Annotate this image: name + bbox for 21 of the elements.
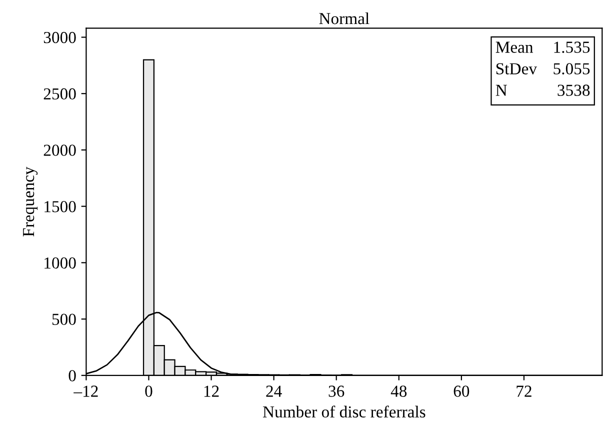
y-tick-label: 1500: [44, 201, 76, 212]
y-tick-label: 2500: [44, 88, 76, 100]
y-tick-label: 0: [68, 370, 76, 382]
x-tick-label: 12: [204, 386, 219, 397]
x-axis-title: Number of disc referrals: [262, 406, 426, 418]
chart-title: Normal: [319, 12, 370, 24]
x-tick-label: –12: [74, 386, 98, 397]
x-tick-label: 60: [454, 386, 470, 397]
x-tick-label: 48: [390, 386, 407, 397]
y-tick-label: 1000: [44, 257, 76, 269]
x-tick-label: 72: [516, 386, 532, 397]
y-tick-label: 2000: [44, 144, 76, 156]
y-tick-label: 3000: [44, 32, 76, 44]
annotation: StDev 5.055: [496, 63, 590, 74]
text: Mean 1.535: [496, 42, 590, 53]
x-tick-label: 36: [328, 386, 344, 397]
x-tick-label: 24: [266, 386, 282, 397]
y-axis-title: Frequency: [23, 166, 38, 237]
y-tick-label: 500: [52, 314, 76, 325]
text: N 3538: [496, 84, 590, 96]
x-tick-label: 0: [145, 386, 152, 397]
